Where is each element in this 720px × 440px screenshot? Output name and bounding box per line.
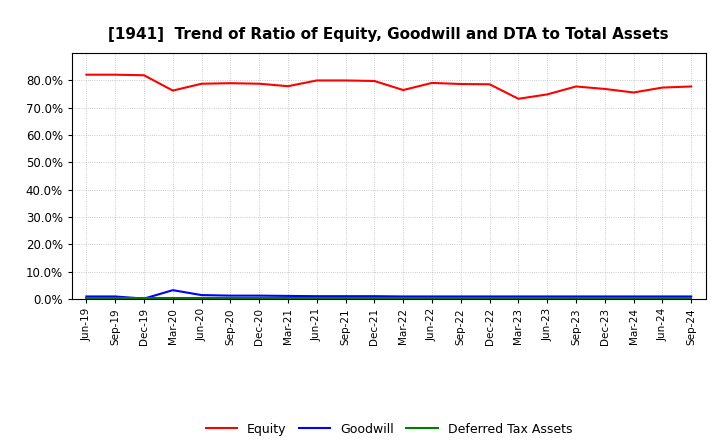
Legend: Equity, Goodwill, Deferred Tax Assets: Equity, Goodwill, Deferred Tax Assets: [201, 418, 577, 440]
Equity: [428, 80, 436, 85]
Deferred Tax Assets: [658, 295, 667, 301]
Deferred Tax Assets: [140, 295, 148, 301]
Goodwill: [629, 294, 638, 299]
Equity: [658, 85, 667, 90]
Equity: [82, 72, 91, 77]
Goodwill: [428, 294, 436, 299]
Deferred Tax Assets: [629, 295, 638, 301]
Deferred Tax Assets: [341, 295, 350, 301]
Equity: [514, 96, 523, 102]
Deferred Tax Assets: [197, 295, 206, 301]
Deferred Tax Assets: [255, 295, 264, 301]
Equity: [341, 78, 350, 83]
Goodwill: [572, 294, 580, 299]
Equity: [255, 81, 264, 86]
Equity: [399, 88, 408, 93]
Goodwill: [168, 287, 177, 293]
Line: Goodwill: Goodwill: [86, 290, 691, 299]
Goodwill: [284, 293, 292, 299]
Goodwill: [399, 294, 408, 299]
Deferred Tax Assets: [600, 295, 609, 301]
Equity: [111, 72, 120, 77]
Equity: [168, 88, 177, 93]
Goodwill: [514, 294, 523, 299]
Deferred Tax Assets: [485, 295, 494, 301]
Deferred Tax Assets: [514, 295, 523, 301]
Deferred Tax Assets: [572, 295, 580, 301]
Goodwill: [341, 293, 350, 299]
Goodwill: [255, 293, 264, 298]
Equity: [687, 84, 696, 89]
Deferred Tax Assets: [168, 295, 177, 301]
Deferred Tax Assets: [687, 295, 696, 301]
Equity: [226, 81, 235, 86]
Goodwill: [370, 293, 379, 299]
Deferred Tax Assets: [370, 295, 379, 301]
Goodwill: [226, 293, 235, 298]
Equity: [197, 81, 206, 86]
Deferred Tax Assets: [543, 295, 552, 301]
Deferred Tax Assets: [428, 295, 436, 301]
Equity: [572, 84, 580, 89]
Goodwill: [485, 294, 494, 299]
Goodwill: [197, 293, 206, 298]
Goodwill: [658, 294, 667, 299]
Equity: [284, 84, 292, 89]
Equity: [140, 73, 148, 78]
Goodwill: [687, 294, 696, 299]
Goodwill: [600, 294, 609, 299]
Goodwill: [111, 294, 120, 299]
Equity: [456, 81, 465, 87]
Deferred Tax Assets: [82, 295, 91, 301]
Deferred Tax Assets: [312, 295, 321, 301]
Deferred Tax Assets: [284, 295, 292, 301]
Equity: [485, 82, 494, 87]
Equity: [370, 78, 379, 84]
Goodwill: [543, 294, 552, 299]
Goodwill: [312, 293, 321, 299]
Title: [1941]  Trend of Ratio of Equity, Goodwill and DTA to Total Assets: [1941] Trend of Ratio of Equity, Goodwil…: [109, 27, 669, 42]
Equity: [629, 90, 638, 95]
Equity: [600, 86, 609, 92]
Deferred Tax Assets: [456, 295, 465, 301]
Line: Equity: Equity: [86, 75, 691, 99]
Goodwill: [456, 294, 465, 299]
Deferred Tax Assets: [226, 295, 235, 301]
Goodwill: [140, 296, 148, 301]
Equity: [312, 78, 321, 83]
Deferred Tax Assets: [111, 295, 120, 301]
Equity: [543, 92, 552, 97]
Goodwill: [82, 294, 91, 299]
Deferred Tax Assets: [399, 295, 408, 301]
